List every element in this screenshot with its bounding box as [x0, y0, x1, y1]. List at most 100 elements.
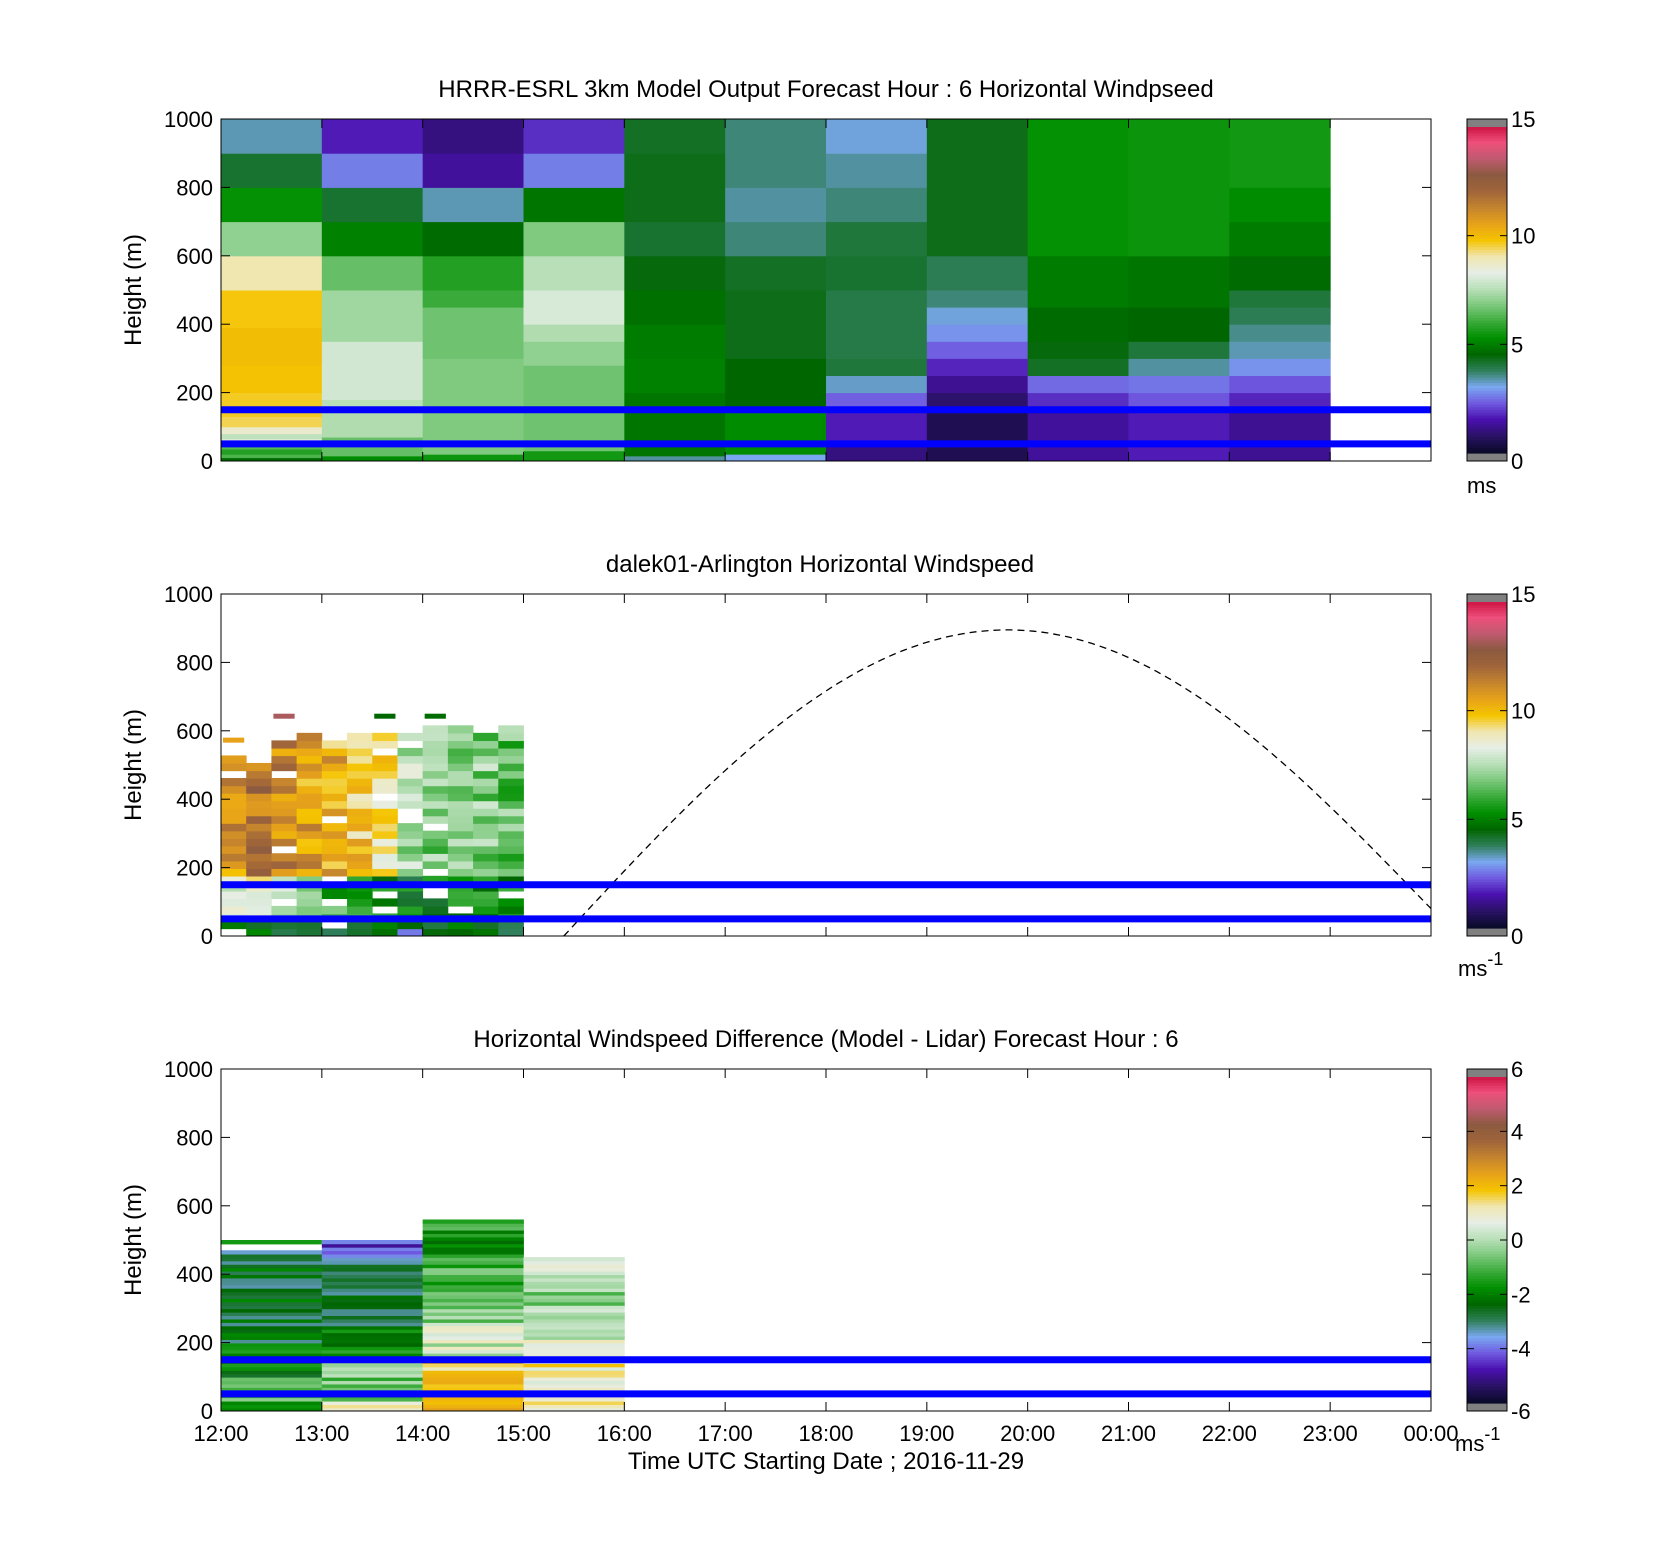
model-cell: [725, 409, 827, 455]
colorbar-tick-label: 0: [1511, 924, 1523, 949]
colorbar-band: [1467, 1340, 1507, 1344]
model-cell: [422, 290, 524, 308]
colorbar-band: [1467, 148, 1507, 153]
model-cell: [926, 119, 1029, 257]
lidar-cell: [447, 920, 474, 930]
colorbar-band: [1467, 1174, 1507, 1179]
model-cell: [826, 409, 928, 445]
lidar-cell: [221, 920, 247, 930]
colorbar-band: [1467, 224, 1507, 229]
colorbar-band: [1467, 751, 1507, 755]
colorbar-tick-label: 2: [1511, 1174, 1523, 1199]
model-cell: [422, 221, 524, 257]
x-tick-label: 20:00: [1000, 1421, 1055, 1446]
colorbar-band: [1467, 803, 1507, 807]
lidar-cell: [321, 777, 348, 787]
lidar-cell: [296, 830, 323, 839]
lidar-cell: [271, 755, 298, 764]
difference-cell: [321, 1284, 424, 1289]
colorbar-band: [1467, 1193, 1507, 1198]
colorbar-band: [1467, 447, 1507, 451]
colorbar-band: [1467, 694, 1507, 698]
colorbar-band: [1467, 1283, 1507, 1287]
lidar-cell: [296, 793, 323, 802]
lidar-cell: [246, 777, 272, 787]
lidar-cell: [372, 755, 398, 764]
colorbar-band: [1467, 865, 1507, 869]
lidar-cell: [321, 928, 348, 936]
colorbar-band: [1467, 884, 1507, 888]
difference-cell: [523, 1318, 625, 1323]
x-axis-label: Time UTC Starting Date ; 2016-11-29: [628, 1448, 1024, 1475]
lidar-cell: [246, 793, 272, 802]
colorbar-band: [1467, 702, 1507, 706]
colorbar-band: [1467, 854, 1507, 858]
panel-model-xticks: [220, 119, 1432, 461]
lidar-cell: [473, 815, 499, 824]
colorbar-band: [1467, 347, 1507, 351]
difference-cell: [422, 1339, 524, 1344]
difference-cell: [523, 1325, 625, 1330]
colorbar-band: [1467, 270, 1507, 275]
lidar-cell: [473, 905, 499, 915]
lidar-cell: [498, 800, 524, 809]
colorbar-band: [1467, 156, 1507, 161]
lidar-cell: [296, 800, 323, 809]
difference-cell: [422, 1311, 524, 1317]
colorbar-band: [1467, 621, 1507, 625]
colorbar-band: [1467, 167, 1507, 172]
colorbar-band: [1467, 401, 1507, 405]
difference-cell: [321, 1349, 424, 1354]
colorbar-band: [1467, 824, 1507, 829]
colorbar-band: [1467, 287, 1507, 291]
lidar-cell: [296, 777, 323, 787]
colorbar-band: [1467, 1139, 1507, 1143]
lidar-cell: [447, 777, 474, 787]
lidar-cell: [271, 777, 298, 787]
colorbar-cap-bottom: [1467, 1403, 1507, 1411]
lidar-cell: [397, 785, 424, 794]
colorbar-band: [1467, 811, 1507, 815]
colorbar-band: [1467, 450, 1507, 454]
x-tick-label: 16:00: [597, 1421, 652, 1446]
lidar-cell: [296, 823, 323, 832]
lidar-cell: [447, 830, 474, 839]
model-cell: [321, 399, 424, 411]
colorbar-band: [1467, 707, 1507, 712]
lidar-cell: [498, 740, 524, 749]
colorbar-band: [1467, 1231, 1507, 1236]
lidar-cell: [221, 860, 247, 869]
lidar-cell: [221, 793, 247, 802]
difference-cell: [221, 1387, 323, 1392]
colorbar-band: [1467, 610, 1507, 614]
lidar-cell: [498, 808, 524, 817]
colorbar-band: [1467, 1318, 1507, 1323]
y-tick-label: 600: [176, 1194, 213, 1219]
colorbar-band: [1467, 710, 1507, 714]
lidar-cell: [372, 740, 398, 749]
colorbar-band: [1467, 1087, 1507, 1092]
difference-cell: [523, 1376, 625, 1382]
lidar-cell: [372, 845, 398, 854]
lidar-cell: [498, 853, 524, 862]
model-cell: [221, 327, 323, 366]
colorbar-band: [1467, 368, 1507, 373]
colorbar-band: [1467, 382, 1507, 386]
lidar-cell: [221, 853, 247, 862]
colorbar-band: [1467, 1354, 1507, 1358]
lidar-cell: [221, 815, 247, 824]
colorbar-band: [1467, 425, 1507, 430]
colorbar-band: [1467, 612, 1507, 617]
colorbar-band: [1467, 232, 1507, 237]
model-cell: [926, 358, 1029, 376]
lidar-cell: [372, 770, 398, 779]
difference-cell: [422, 1270, 524, 1275]
lidar-cell: [422, 838, 449, 847]
lidar-cell: [397, 830, 424, 839]
difference-cell: [422, 1229, 524, 1234]
difference-cell: [523, 1294, 625, 1299]
panel-difference-ylabel: Height (m): [120, 1184, 147, 1296]
colorbar-band: [1467, 762, 1507, 766]
panel-lidar: dalek01-Arlington Horizontal Windspeed 0…: [120, 551, 1535, 981]
colorbar-frame: [1466, 593, 1508, 937]
